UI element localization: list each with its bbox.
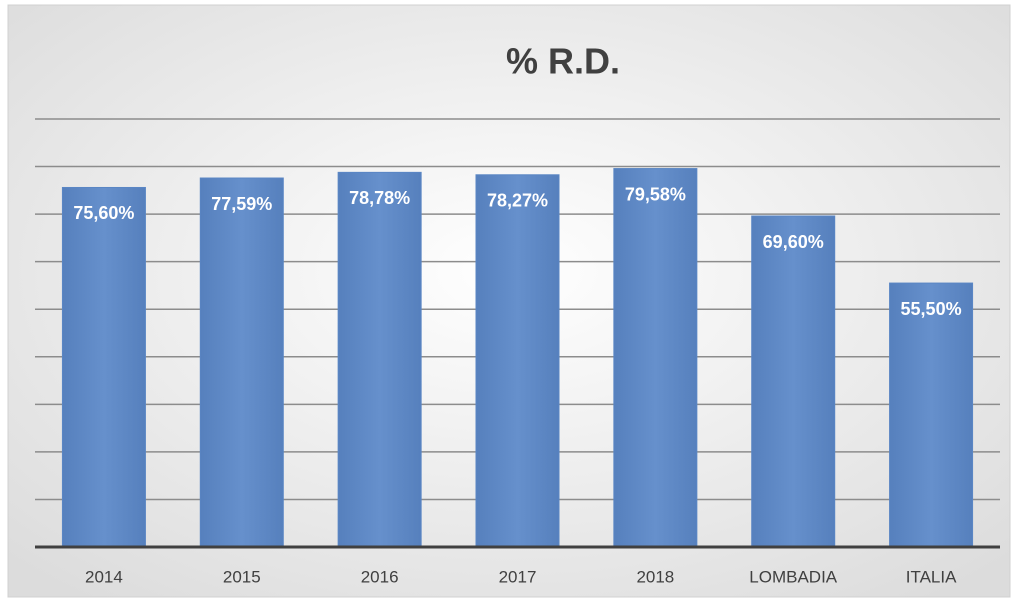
- data-label: 77,59%: [211, 194, 272, 214]
- chart-title: % R.D.: [506, 41, 620, 82]
- x-tick-label: 2017: [499, 567, 537, 586]
- data-label: 78,78%: [349, 188, 410, 208]
- bar: [613, 168, 698, 548]
- data-label: 78,27%: [487, 191, 548, 211]
- x-tick-label: 2014: [85, 567, 123, 586]
- x-tick-label: 2016: [361, 567, 399, 586]
- bar: [475, 174, 560, 548]
- x-tick-label: 2018: [636, 567, 674, 586]
- bar: [199, 177, 284, 548]
- data-label: 75,60%: [73, 203, 134, 223]
- data-label: 69,60%: [763, 232, 824, 252]
- x-tick-label: 2015: [223, 567, 261, 586]
- x-tick-label: ITALIA: [906, 567, 957, 586]
- data-label: 55,50%: [901, 299, 962, 319]
- bar: [751, 215, 836, 548]
- bar: [889, 282, 974, 548]
- bar: [337, 171, 422, 548]
- bar: [61, 186, 146, 548]
- data-label: 79,58%: [625, 184, 686, 204]
- x-tick-label: LOMBADIA: [749, 567, 838, 586]
